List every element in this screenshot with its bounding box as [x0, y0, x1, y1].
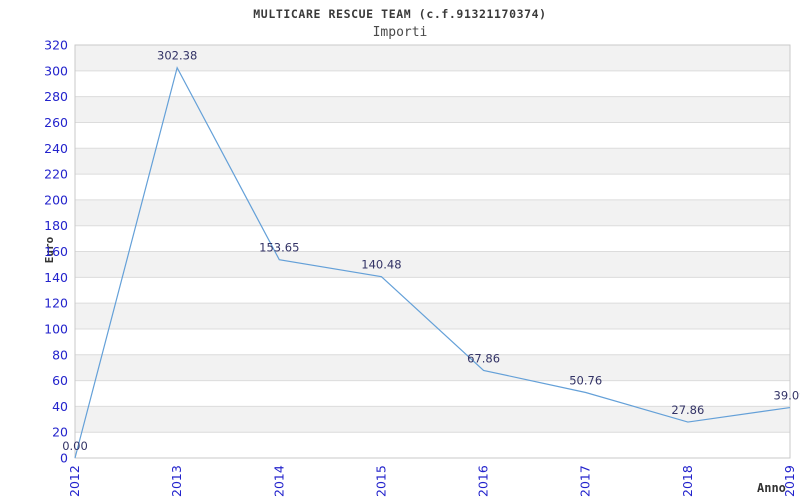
plot-band: [75, 406, 790, 433]
point-label: 27.86: [671, 403, 704, 417]
y-tick-label: 140: [44, 270, 68, 285]
plot-band: [75, 174, 790, 200]
plot-band: [75, 432, 790, 458]
point-label: 0.00: [62, 439, 88, 453]
plot-band: [75, 251, 790, 278]
x-tick-label: 2016: [476, 465, 491, 497]
plot-band: [75, 122, 790, 149]
plot-band: [75, 354, 790, 381]
plot-border: [74, 44, 791, 459]
chart-subtitle: Importi: [372, 25, 428, 40]
plot-band: [75, 148, 790, 175]
x-tick-label: 2013: [169, 465, 184, 497]
plot-band: [75, 225, 790, 252]
x-tick-label: 2019: [782, 465, 797, 497]
y-tick-label: 280: [44, 89, 68, 104]
y-tick-label: 200: [44, 192, 68, 207]
x-tick-label: 2015: [373, 465, 388, 497]
y-tick-label: 180: [44, 218, 68, 233]
x-tick-label: 2014: [271, 465, 286, 497]
y-tick-label: 100: [44, 321, 68, 336]
y-tick-label: 40: [52, 399, 68, 414]
x-tick-label: 2012: [67, 465, 82, 497]
y-tick-label: 20: [52, 425, 68, 440]
y-tick-label: 240: [44, 141, 68, 156]
x-tick-label: 2017: [578, 465, 593, 497]
y-tick-label: 80: [52, 347, 68, 362]
plot-band: [75, 380, 790, 407]
y-tick-label: 160: [44, 244, 68, 259]
data-line: [74, 66, 791, 459]
y-tick-label: 60: [52, 373, 68, 388]
plot-band: [75, 45, 790, 71]
point-label: 67.86: [467, 351, 500, 365]
x-axis-title: Anno: [757, 481, 786, 495]
chart-title: MULTICARE RESCUE TEAM (c.f.91321170374): [253, 7, 547, 21]
point-label: 39.09: [774, 389, 800, 403]
plot-band: [75, 70, 790, 97]
point-label: 302.38: [157, 49, 197, 63]
plot-band: [75, 199, 790, 226]
point-label: 50.76: [569, 373, 602, 387]
x-tick-label: 2018: [680, 465, 695, 497]
point-label: 140.48: [361, 258, 401, 272]
plot-band: [75, 277, 790, 304]
y-tick-label: 0: [60, 451, 68, 466]
y-tick-label: 300: [44, 63, 68, 78]
point-label: 153.65: [259, 241, 299, 255]
plot-band: [75, 303, 790, 329]
y-tick-label: 220: [44, 167, 68, 182]
y-tick-label: 260: [44, 115, 68, 130]
y-tick-label: 320: [44, 38, 68, 53]
y-tick-label: 120: [44, 296, 68, 311]
plot-band: [75, 328, 790, 355]
plot-band: [75, 96, 790, 123]
